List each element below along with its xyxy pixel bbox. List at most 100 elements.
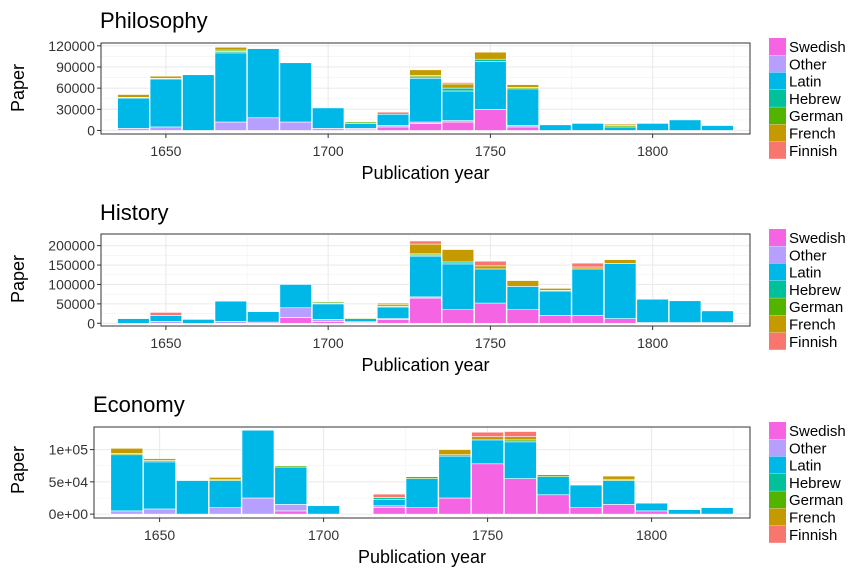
y-tick-label: 150000	[48, 257, 95, 273]
plot-border	[100, 233, 751, 327]
legend-label-german: German	[789, 108, 843, 125]
bar-segment-latin-1820	[700, 507, 734, 515]
bar-segment-french-1730	[409, 243, 442, 255]
bar-segment-french-1670	[208, 477, 242, 480]
x-tick-label: 1650	[150, 335, 181, 351]
legend-label-german: German	[789, 492, 843, 509]
legend-key-hebrew	[769, 89, 786, 107]
panel-philosophy: 0 30000 60000 90000 120000 1650 1700 1750 1800 Ph…	[8, 8, 846, 183]
bar-segment-swedish-1740	[438, 497, 472, 515]
bar-segment-latin-1810	[668, 119, 702, 131]
bar-segment-latin-1730	[409, 255, 442, 298]
bar-segment-latin-1760	[506, 88, 539, 126]
bar-segment-finnish-1750	[474, 260, 507, 267]
bar-segment-french-1790	[604, 259, 637, 264]
x-axis-title: Publication year	[358, 547, 486, 567]
y-tick-label: 30000	[56, 101, 95, 117]
legend-key-swedish	[769, 229, 786, 246]
bar-segment-latin-1670	[208, 480, 242, 508]
legend-key-latin	[769, 263, 786, 281]
bar-segment-german-1700	[312, 301, 345, 304]
legend-key-other	[769, 439, 786, 457]
legend-key-swedish	[769, 38, 786, 55]
bar-segment-french-1790	[602, 475, 636, 480]
bar-segment-swedish-1770	[539, 315, 572, 324]
bar-segment-french-1740	[441, 83, 475, 89]
legend-label-hebrew: Hebrew	[789, 282, 841, 299]
bar-segment-latin-1760	[504, 441, 537, 479]
bar-segment-latin-1690	[279, 62, 312, 123]
x-tick-label: 1800	[636, 527, 667, 543]
bar-segment-french-1730	[409, 69, 442, 76]
bar-segment-swedish-1690	[274, 510, 308, 515]
bar-segment-finnish-1750	[471, 431, 504, 437]
legend-label-other: Other	[789, 247, 827, 264]
bar-segment-latin-1640	[117, 318, 150, 324]
legend-key-german	[769, 107, 786, 125]
legend-key-german	[769, 298, 786, 316]
bar-segment-latin-1810	[668, 300, 702, 323]
plot-border	[93, 426, 751, 519]
bar-segment-swedish-1740	[441, 121, 475, 131]
bar-segment-latin-1820	[701, 125, 734, 131]
legend-label-other: Other	[789, 440, 827, 457]
legend-label-swedish: Swedish	[789, 423, 846, 440]
x-tick-label: 1700	[308, 527, 339, 543]
legend-key-other	[769, 246, 786, 264]
x-tick-label: 1700	[313, 143, 344, 159]
bar-segment-other-1690	[279, 307, 312, 318]
bar-segment-latin-1650	[149, 78, 183, 128]
bar-segment-other-1640	[117, 128, 150, 131]
legend-label-french: French	[789, 126, 836, 143]
bar-segment-other-1700	[312, 128, 345, 131]
legend-key-finnish	[769, 525, 786, 543]
panel-title: History	[100, 200, 168, 225]
bar-segment-finnish-1720	[376, 302, 410, 305]
bar-segment-swedish-1750	[471, 463, 504, 515]
bar-segment-french-1640	[110, 447, 144, 454]
x-axis-title: Publication year	[361, 163, 489, 183]
bar-segment-latin-1660	[176, 480, 209, 515]
bar-segment-latin-1780	[571, 123, 604, 131]
y-tick-label: 60000	[56, 80, 95, 96]
bar-segment-latin-1800	[636, 123, 669, 131]
bar-segment-swedish-1730	[409, 297, 442, 324]
bar-segment-finnish-1720	[372, 493, 406, 498]
y-axis-title: Paper	[8, 255, 28, 303]
bar-segment-latin-1640	[117, 97, 150, 129]
bar-segment-latin-1700	[312, 107, 345, 129]
y-tick-label: 0	[87, 122, 95, 138]
legend-key-latin	[769, 72, 786, 90]
bar-segment-french-1770	[539, 288, 572, 291]
bar-segment-swedish-1780	[569, 507, 603, 515]
bar-segment-latin-1760	[506, 286, 539, 310]
bar-segment-latin-1650	[143, 461, 176, 510]
legend: SwedishOtherLatinHebrewGermanFrenchFinni…	[769, 38, 846, 160]
bar-segment-swedish-1750	[474, 302, 507, 324]
panel-history: 0 50000 100000 150000 200000 1650 1700 1750 1800…	[8, 200, 846, 375]
bar-segment-other-1650	[143, 508, 176, 515]
bar-segment-latin-1740	[441, 263, 475, 310]
bar-segment-swedish-1720	[376, 319, 410, 324]
bar-segment-swedish-1760	[504, 478, 537, 515]
bar-segment-latin-1730	[409, 77, 442, 123]
bar-segment-french-1760	[506, 280, 539, 287]
bar-segment-finnish-1730	[409, 240, 442, 245]
bar-segment-german-1710	[344, 317, 377, 319]
bar-segment-latin-1740	[438, 455, 472, 499]
bar-segment-swedish-1730	[409, 123, 442, 131]
bar-segment-swedish-1690	[279, 317, 312, 324]
legend-label-swedish: Swedish	[789, 230, 846, 247]
panel-title: Economy	[93, 392, 185, 417]
bar-segment-swedish-1800	[635, 510, 668, 515]
bar-segment-hebrew-1740	[441, 87, 475, 92]
bar-segment-latin-1790	[604, 263, 637, 319]
legend-label-french: French	[789, 317, 836, 334]
legend-label-swedish: Swedish	[789, 39, 846, 56]
bar-segment-french-1740	[438, 449, 472, 456]
bar-segment-french-1760	[504, 436, 537, 441]
legend-key-other	[769, 55, 786, 73]
bar-segment-latin-1750	[471, 439, 504, 465]
legend-label-hebrew: Hebrew	[789, 475, 841, 492]
